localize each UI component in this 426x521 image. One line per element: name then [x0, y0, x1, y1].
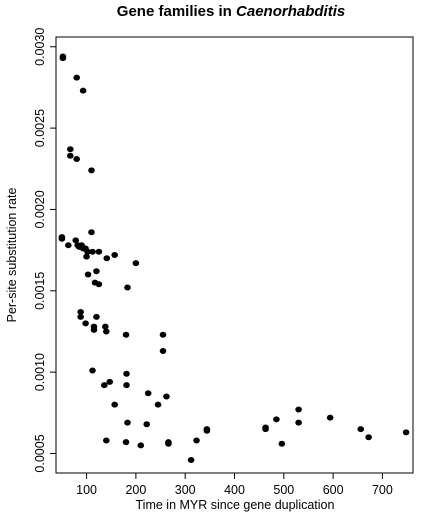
data-point: [402, 429, 410, 436]
data-point: [65, 242, 72, 249]
chart-title: Gene families in Caenorhabditis: [117, 3, 345, 20]
data-point: [326, 414, 334, 421]
data-point: [59, 55, 67, 62]
data-point: [122, 331, 130, 338]
data-point: [77, 313, 84, 320]
data-point: [124, 419, 131, 426]
y-tick-label: 0.0010: [33, 353, 47, 391]
data-point: [82, 320, 89, 327]
data-point: [89, 248, 96, 255]
plot-frame: [55, 36, 414, 474]
y-axis: 0.0005 0.0010 0.0015 0.0020 0.0025 0.0030: [33, 28, 56, 473]
data-point: [143, 421, 151, 428]
data-point: [84, 248, 91, 255]
data-point: [262, 426, 269, 433]
data-point: [165, 440, 172, 447]
data-point: [66, 152, 74, 159]
data-point: [111, 401, 118, 408]
data-point: [122, 439, 130, 446]
data-point: [73, 74, 81, 81]
x-tick-label: 500: [273, 483, 294, 497]
data-point: [132, 260, 140, 267]
data-point: [102, 323, 109, 330]
data-point: [123, 370, 130, 377]
data-point: [193, 437, 200, 444]
data-point: [90, 326, 98, 333]
data-point: [77, 308, 84, 315]
data-point: [89, 367, 96, 374]
y-axis-label: Per-site substitution rate: [5, 188, 19, 323]
data-point: [88, 167, 95, 174]
y-tick-label: 0.0020: [33, 190, 47, 228]
data-point: [79, 87, 87, 94]
x-axis-label: Time in MYR since gene duplication: [136, 498, 335, 512]
data-point: [144, 390, 152, 397]
data-point: [203, 427, 211, 434]
chart-title-prefix: Gene families in: [117, 3, 236, 20]
data-point: [154, 401, 162, 408]
data-point: [357, 426, 365, 433]
data-point: [278, 440, 286, 447]
data-point: [124, 284, 131, 291]
data-point: [101, 382, 108, 389]
x-tick-label: 700: [372, 483, 393, 497]
x-tick-label: 400: [224, 483, 245, 497]
data-point: [123, 382, 130, 389]
data-point: [88, 229, 95, 236]
data-point: [295, 419, 302, 426]
data-point: [95, 248, 103, 255]
data-point: [159, 347, 167, 354]
data-point: [103, 255, 111, 262]
data-point: [93, 313, 100, 320]
x-tick-label: 200: [125, 483, 146, 497]
data-points: [58, 53, 410, 463]
y-tick-label: 0.0025: [33, 109, 47, 147]
data-point: [111, 252, 118, 258]
x-tick-label: 600: [323, 483, 344, 497]
data-point: [83, 253, 90, 260]
x-axis: 100 200 300 400 500 600 700: [76, 473, 393, 497]
y-tick-label: 0.0005: [33, 434, 47, 472]
data-point: [95, 281, 103, 288]
data-point: [93, 268, 100, 275]
data-point: [295, 406, 302, 413]
chart-title-italic: Caenorhabditis: [236, 3, 345, 20]
y-tick-label: 0.0015: [33, 272, 47, 310]
data-point: [66, 146, 74, 153]
data-point: [102, 328, 110, 335]
data-point: [72, 237, 80, 244]
data-point: [137, 442, 145, 449]
data-point: [273, 416, 280, 423]
data-point: [84, 271, 92, 278]
x-tick-label: 100: [76, 483, 97, 497]
data-point: [102, 437, 110, 444]
data-point: [75, 243, 83, 250]
y-tick-label: 0.0030: [33, 28, 47, 66]
data-point: [58, 235, 66, 242]
data-point: [73, 156, 81, 163]
data-point: [159, 331, 167, 338]
data-point: [106, 378, 114, 385]
data-point: [163, 393, 170, 400]
data-point: [187, 456, 195, 463]
data-point: [365, 434, 372, 441]
x-tick-label: 300: [175, 483, 196, 497]
